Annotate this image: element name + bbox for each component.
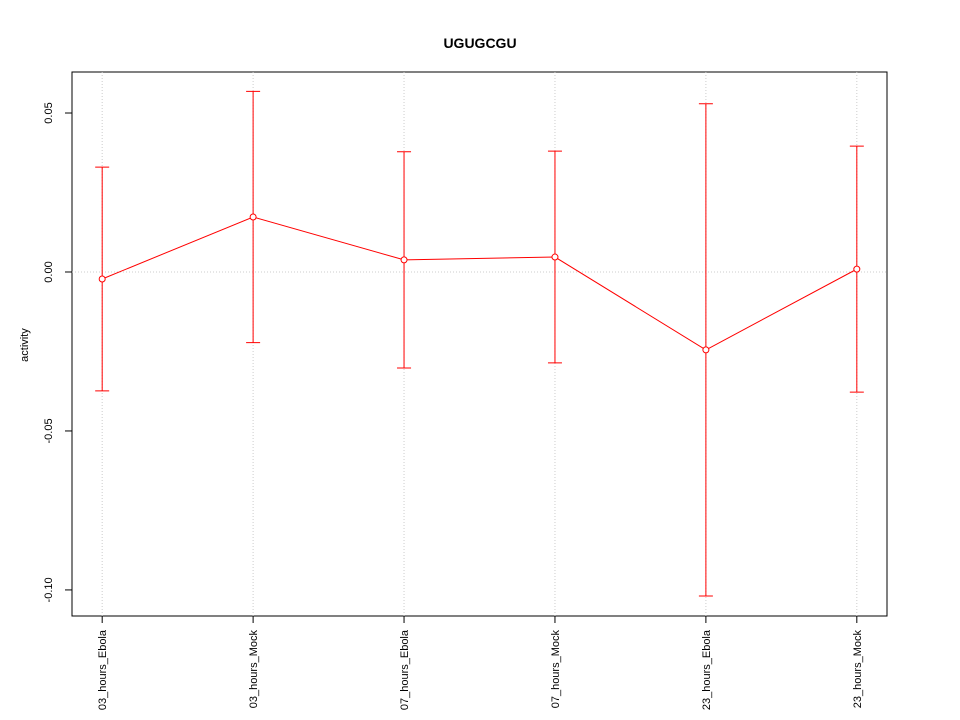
x-tick-label: 07_hours_Ebola	[399, 629, 411, 710]
x-tick-label: 23_hours_Ebola	[701, 629, 713, 710]
data-point	[98, 275, 106, 283]
x-tick-label: 03_hours_Mock	[248, 630, 260, 709]
y-tick-label: 0.05	[43, 102, 55, 123]
y-tick-label: -0.10	[43, 577, 55, 602]
x-tick-label: 03_hours_Ebola	[97, 629, 109, 710]
x-tick-label: 23_hours_Mock	[852, 630, 864, 709]
data-point	[400, 256, 408, 264]
data-point	[853, 265, 861, 273]
data-point	[551, 253, 559, 261]
series-line	[101, 216, 858, 351]
y-tick-label: -0.05	[43, 418, 55, 443]
x-tick-label: 07_hours_Mock	[550, 630, 562, 709]
y-tick-label: 0.00	[43, 261, 55, 282]
chart-title: UGUGCGU	[443, 35, 516, 51]
y-axis-label: activity	[19, 328, 31, 362]
data-point	[249, 213, 257, 221]
plot-frame	[71, 71, 888, 617]
data-point	[702, 346, 710, 354]
